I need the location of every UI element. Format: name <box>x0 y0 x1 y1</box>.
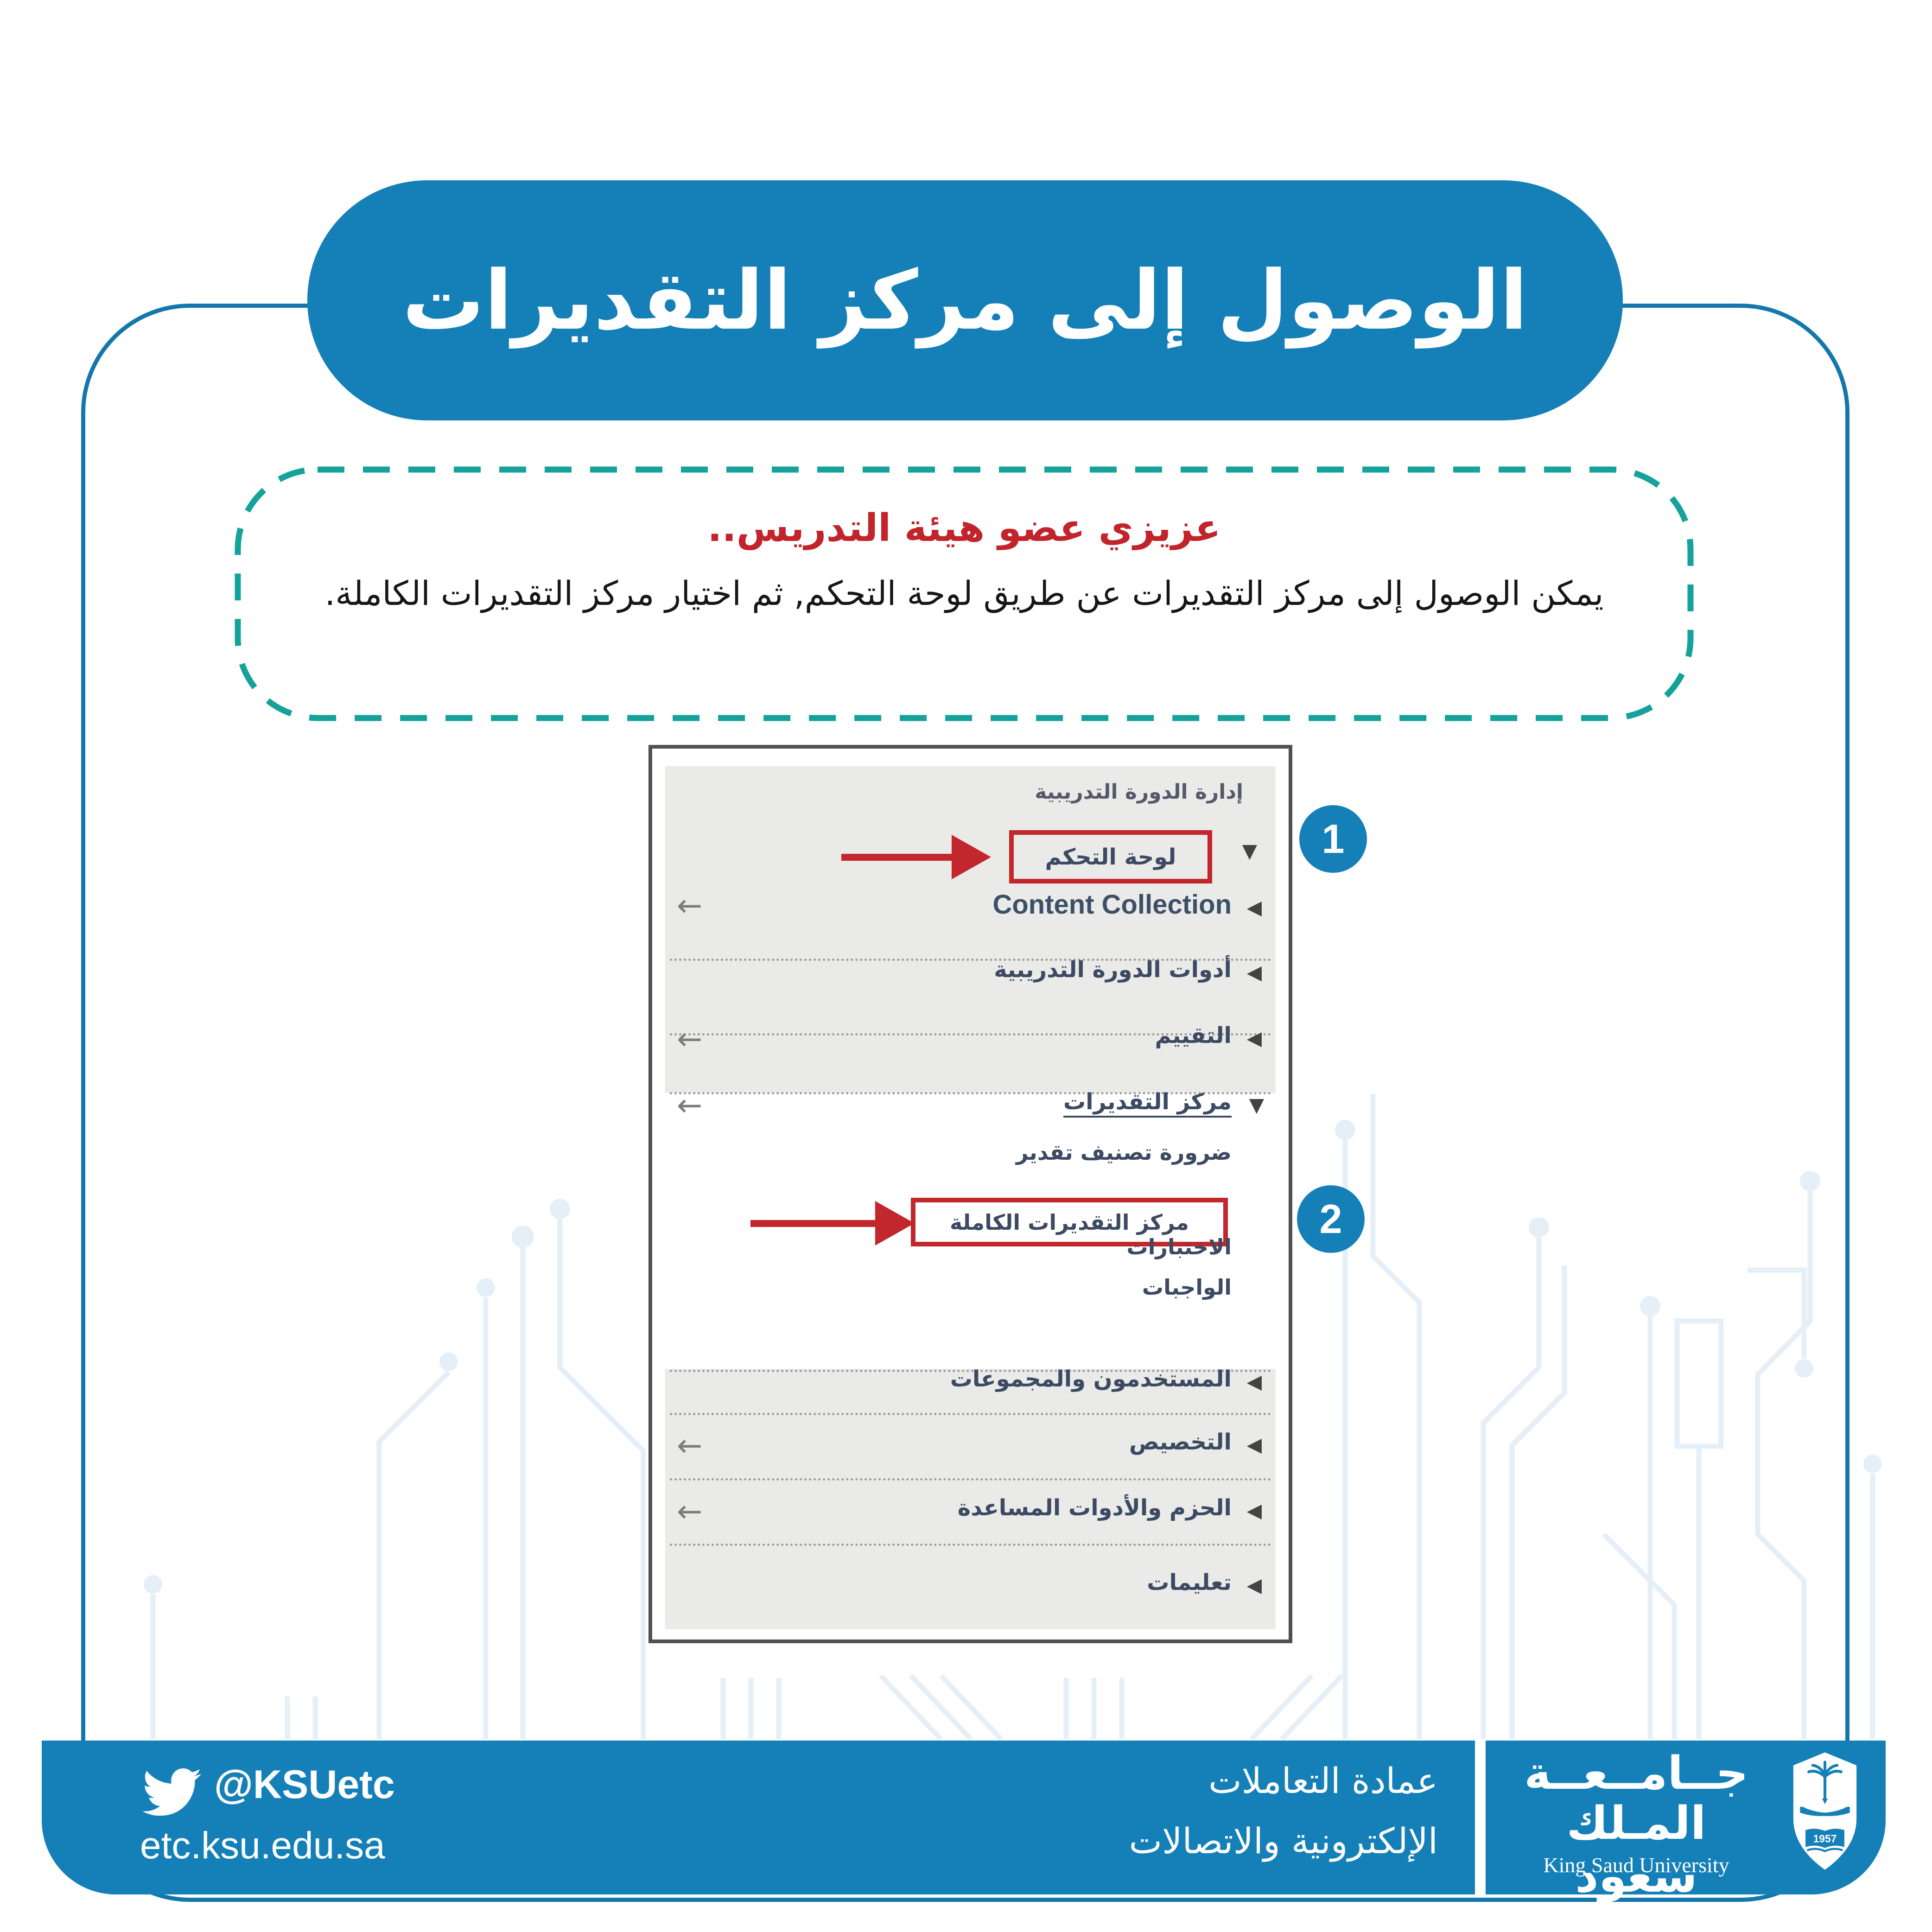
menu-separator <box>670 1478 1271 1481</box>
chevron-left-icon[interactable]: ◀ <box>1246 1574 1262 1596</box>
chevron-down-icon[interactable]: ▼ <box>1249 1093 1264 1116</box>
chevron-down-icon[interactable]: ▼ <box>1242 839 1257 862</box>
menu-section-top <box>665 766 1276 1093</box>
chevron-left-icon[interactable]: ◀ <box>1246 896 1262 919</box>
menu-item-course-tools[interactable]: أدوات الدورة التدريبية <box>994 957 1232 983</box>
hidden-link-arrow-icon: ← <box>677 1087 703 1123</box>
university-name-arabic-line1: جــامــعــة <box>1524 1747 1748 1800</box>
note-dashed-border <box>235 466 1694 721</box>
hidden-link-arrow-icon: ← <box>677 1493 703 1529</box>
twitter-icon <box>142 1768 202 1816</box>
menu-item-grade-center[interactable]: مركز التقديرات <box>1063 1089 1232 1115</box>
hidden-link-arrow-icon: ← <box>677 1428 703 1463</box>
course-menu-panel: إدارة الدورة التدريبية لوحة التحكم ▼ Con… <box>648 745 1292 1643</box>
hidden-link-arrow-icon: ← <box>677 888 703 923</box>
note-heading: عزيزي عضو هيئة التدريس.. <box>707 506 1221 550</box>
menu-separator <box>670 1370 1271 1372</box>
menu-separator <box>670 959 1271 961</box>
menu-item-full-grade-center[interactable]: مركز التقديرات الكاملة <box>949 1209 1189 1235</box>
step-badge-2: 2 <box>1297 1185 1365 1253</box>
title-banner: الوصول إلى مركز التقديرات <box>307 180 1623 420</box>
menu-item-assignments[interactable]: الواجبات <box>1142 1275 1232 1300</box>
step-number-1: 1 <box>1322 816 1345 862</box>
full-grade-center-highlight-box: مركز التقديرات الكاملة <box>911 1198 1228 1246</box>
ksu-shield-emblem-icon: 1957 <box>1793 1752 1857 1870</box>
course-menu-content: إدارة الدورة التدريبية لوحة التحكم ▼ Con… <box>665 766 1276 1629</box>
control-panel-highlight-box: لوحة التحكم <box>1009 830 1212 883</box>
menu-item-customization[interactable]: التخصيص <box>1129 1429 1232 1455</box>
menu-separator <box>670 1413 1271 1415</box>
step-badge-1: 1 <box>1299 805 1367 873</box>
chevron-left-icon[interactable]: ◀ <box>1246 961 1262 984</box>
menu-separator <box>670 1092 1271 1094</box>
deanship-name-line1: عمادة التعاملات <box>1208 1760 1438 1801</box>
menu-item-control-panel[interactable]: لوحة التحكم <box>1045 844 1176 870</box>
menu-item-help[interactable]: تعليمات <box>1147 1570 1232 1595</box>
website-url[interactable]: etc.ksu.edu.sa <box>140 1824 385 1867</box>
red-arrow-2-head <box>875 1201 915 1246</box>
footer-bar: @KSUetc etc.ksu.edu.sa عمادة التعاملات ا… <box>42 1741 1475 1894</box>
deanship-name-line2: الإلكترونية والاتصالات <box>1129 1820 1438 1862</box>
step-number-2: 2 <box>1319 1196 1342 1242</box>
twitter-handle[interactable]: @KSUetc <box>214 1762 395 1807</box>
chevron-left-icon[interactable]: ◀ <box>1246 1433 1262 1456</box>
menu-section-grade-center <box>665 1093 1276 1369</box>
menu-separator <box>670 1544 1271 1546</box>
note-body: يمكن الوصول إلى مركز التقديرات عن طريق ل… <box>324 574 1604 613</box>
red-arrow-1-shaft <box>841 854 953 861</box>
menu-header-course-management: إدارة الدورة التدريبية <box>1035 780 1243 804</box>
menu-item-users-groups[interactable]: المستخدمون والمجموعات <box>950 1366 1232 1392</box>
menu-item-packages-utilities[interactable]: الحزم والأدوات المساعدة <box>957 1495 1232 1521</box>
chevron-left-icon[interactable]: ◀ <box>1246 1370 1262 1393</box>
menu-item-needs-grading[interactable]: ضرورة تصنيف تقدير <box>1016 1140 1232 1165</box>
menu-item-content-collection[interactable]: Content Collection <box>992 890 1232 920</box>
menu-section-bottom <box>665 1369 1276 1629</box>
university-name-english: King Saud University <box>1543 1853 1729 1877</box>
red-arrow-2-shaft <box>750 1220 876 1227</box>
menu-item-evaluation[interactable]: التقييم <box>1155 1023 1232 1049</box>
university-logo-block: جــامــعــة المـلك سعود King Saud Univer… <box>1486 1741 1886 1903</box>
university-name-arabic-line2: المـلك سعود <box>1566 1797 1706 1903</box>
hidden-link-arrow-icon: ← <box>677 1021 703 1057</box>
red-arrow-1-head <box>952 835 991 879</box>
chevron-left-icon[interactable]: ◀ <box>1246 1027 1262 1049</box>
page-title: الوصول إلى مركز التقديرات <box>402 253 1529 348</box>
menu-item-tests[interactable]: الاختبارات <box>1126 1234 1232 1259</box>
menu-separator <box>670 1033 1271 1036</box>
chevron-left-icon[interactable]: ◀ <box>1246 1499 1262 1522</box>
founding-year: 1957 <box>1813 1832 1837 1844</box>
